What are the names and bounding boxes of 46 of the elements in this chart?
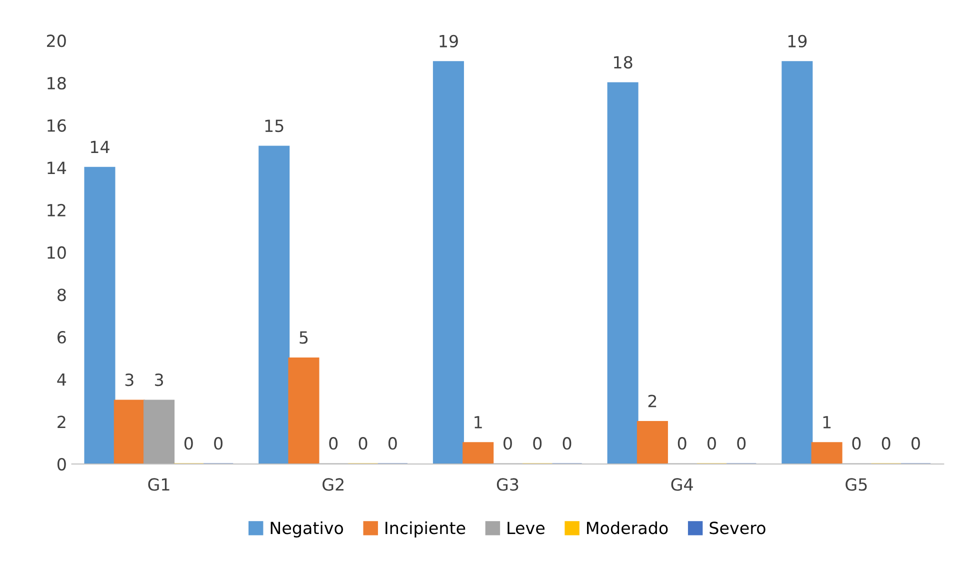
y-tick-label: 10 — [48, 246, 66, 259]
y-tick-label: 0 — [57, 458, 66, 471]
data-label: 0 — [882, 437, 890, 450]
data-label: 0 — [214, 437, 223, 450]
data-label: 0 — [562, 437, 572, 450]
data-label: 0 — [388, 437, 397, 450]
data-label: 0 — [533, 437, 542, 450]
y-tick-label: 4 — [57, 374, 66, 386]
data-label: 0 — [852, 437, 861, 450]
y-tick-label: 20 — [47, 34, 66, 48]
x-tick-label: G2 — [322, 478, 344, 491]
x-tick-label: G1 — [148, 478, 170, 491]
legend-label: Moderado — [587, 521, 668, 534]
data-label: 0 — [708, 437, 716, 450]
data-label: 5 — [300, 331, 308, 344]
legend-label: Incipiente — [386, 521, 466, 538]
x-tick-label: G4 — [671, 478, 693, 491]
y-tick-label: 8 — [58, 288, 66, 302]
y-tick-label: 14 — [48, 162, 66, 174]
legend-label: Negativo — [270, 521, 344, 538]
data-label: 0 — [737, 437, 746, 450]
x-tick-label: G5 — [846, 478, 867, 491]
data-label: 0 — [329, 437, 338, 450]
y-tick-label: 16 — [48, 119, 66, 132]
data-label: 0 — [678, 437, 686, 450]
data-label: 0 — [358, 437, 368, 450]
y-tick-label: 18 — [48, 76, 66, 90]
data-label: 15 — [265, 120, 284, 132]
data-label: 0 — [184, 437, 193, 450]
legend-label: Severo — [710, 522, 766, 534]
data-label: 14 — [90, 140, 110, 154]
data-label: 18 — [614, 56, 632, 69]
data-label: 1 — [823, 416, 831, 428]
x-tick-label: G3 — [496, 478, 518, 491]
data-label: 0 — [504, 437, 512, 450]
data-label: 3 — [125, 374, 134, 386]
data-label: 19 — [788, 34, 807, 48]
data-label: 0 — [912, 437, 920, 450]
data-label: 1 — [474, 416, 482, 428]
data-label: 2 — [648, 394, 656, 408]
data-label: 19 — [440, 34, 458, 48]
legend-label: Leve — [508, 522, 545, 534]
y-tick-label: 2 — [58, 416, 66, 428]
y-tick-label: 12 — [48, 204, 66, 216]
y-tick-label: 6 — [58, 330, 66, 344]
data-label: 3 — [154, 374, 163, 386]
